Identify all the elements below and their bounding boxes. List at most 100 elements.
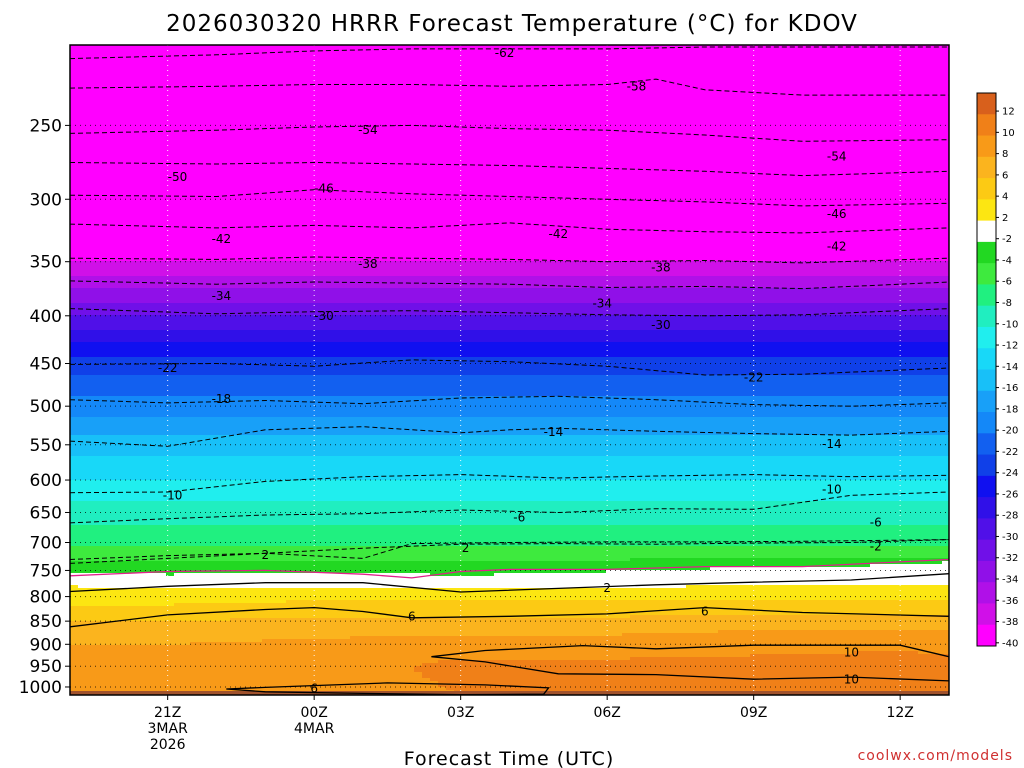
shade-cell [710, 288, 719, 304]
shade-cell [366, 456, 375, 481]
shade-cell [510, 288, 519, 304]
shade-cell [230, 501, 239, 526]
shade-cell [150, 525, 159, 547]
shade-cell [526, 315, 535, 331]
shade-cell [142, 288, 151, 304]
shade-cell [598, 276, 607, 289]
shade-cell [142, 546, 151, 562]
shade-cell [134, 645, 143, 695]
shade-cell [718, 357, 727, 376]
shade-cell [590, 501, 599, 526]
shade-cell [542, 261, 551, 277]
shade-cell [686, 501, 695, 526]
shade-cell [934, 630, 943, 655]
shade-cell [702, 342, 711, 358]
shade-cell [806, 342, 815, 358]
shade-cell [470, 480, 479, 502]
shade-cell [630, 315, 639, 331]
shade-cell [886, 456, 895, 481]
contour-label: 2 [603, 581, 611, 595]
shade-cell [606, 525, 615, 547]
shade-cell [814, 330, 823, 343]
shade-cell [286, 573, 295, 589]
shade-cell [534, 480, 543, 502]
credit-text: coolwx.com/models [858, 748, 1013, 764]
shade-cell [374, 417, 383, 436]
shade-cell [854, 45, 863, 262]
shade-cell [710, 261, 719, 277]
shade-cell [342, 561, 351, 574]
shade-cell [70, 417, 79, 436]
shade-cell [502, 375, 511, 397]
shade-cell [574, 501, 583, 526]
shade-cell [910, 615, 919, 631]
shade-cell [678, 288, 687, 304]
shade-cell [158, 588, 167, 607]
shade-cell [494, 435, 503, 457]
shade-cell [286, 261, 295, 277]
shade-cell [462, 636, 471, 661]
shade-cell [686, 570, 695, 586]
shade-cell [118, 417, 127, 436]
shade-cell [854, 303, 863, 316]
shade-cell [470, 396, 479, 418]
shade-cell [646, 546, 655, 559]
shade-cell [478, 303, 487, 316]
shade-cell [254, 330, 263, 343]
shade-cell [534, 501, 543, 526]
shade-cell [854, 525, 863, 547]
shade-cell [438, 618, 447, 637]
shade-cell [726, 435, 735, 457]
shade-cell [734, 615, 743, 631]
shade-cell [166, 546, 175, 562]
shade-cell [870, 564, 879, 586]
shade-cell [406, 276, 415, 289]
shade-cell [326, 288, 335, 304]
shade-cell [598, 636, 607, 661]
shade-cell [710, 558, 719, 568]
shade-cell [590, 600, 599, 619]
shade-cell [190, 357, 199, 376]
shade-cell [614, 261, 623, 277]
shade-cell [326, 330, 335, 343]
shade-cell [118, 456, 127, 481]
shade-cell [134, 303, 143, 316]
shade-cell [558, 375, 567, 397]
shade-cell [638, 570, 647, 589]
shade-cell [758, 501, 767, 526]
shade-cell [486, 600, 495, 619]
shade-cell [878, 276, 887, 289]
shade-cell [222, 45, 231, 262]
shade-cell [902, 456, 911, 481]
shade-cell [222, 480, 231, 502]
shade-cell [430, 681, 439, 695]
shade-cell [774, 600, 783, 616]
y-tick-label: 550 [30, 436, 62, 456]
contour-label: 6 [701, 604, 709, 618]
shade-cell [278, 342, 287, 358]
shade-cell [526, 546, 535, 562]
colorbar-swatch [977, 199, 996, 222]
shade-cell [942, 417, 949, 436]
shade-cell [894, 357, 903, 376]
colorbar-label: -12 [1002, 341, 1018, 352]
shade-cell [654, 261, 663, 277]
shade-cell [110, 303, 119, 316]
shade-cell [486, 45, 495, 262]
shade-cell [118, 330, 127, 343]
shade-cell [918, 45, 927, 262]
shade-cell [366, 342, 375, 358]
shade-cell [574, 45, 583, 262]
shade-cell [862, 45, 871, 262]
shade-cell [774, 261, 783, 277]
shade-cell [454, 435, 463, 457]
shade-cell [86, 375, 95, 397]
shade-cell [566, 303, 575, 316]
shade-cell [166, 375, 175, 397]
shade-cell [814, 375, 823, 397]
shade-cell [190, 303, 199, 316]
shade-cell [638, 525, 647, 547]
colorbar-swatch [977, 624, 996, 647]
shade-cell [166, 525, 175, 547]
shade-cell [206, 501, 215, 526]
